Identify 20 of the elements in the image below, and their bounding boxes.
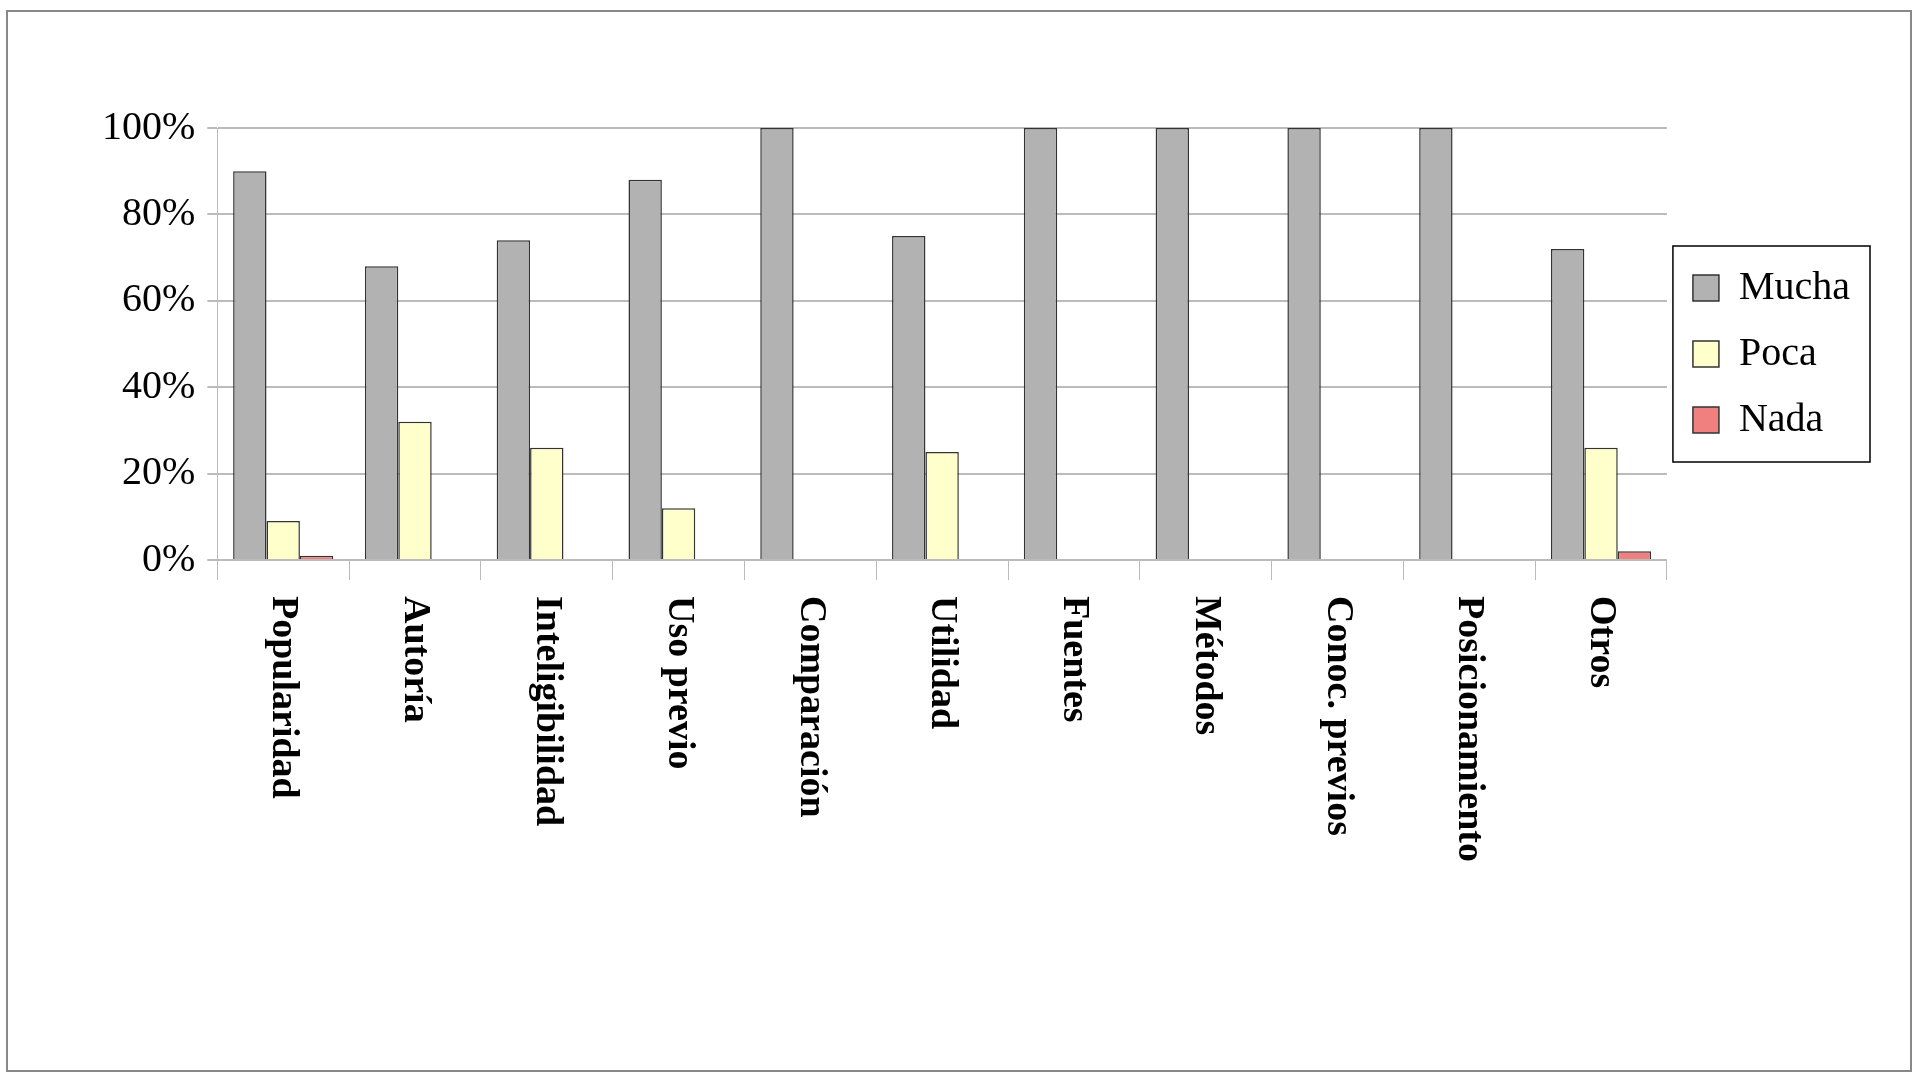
- x-tick-label: Inteligibilidad: [528, 596, 571, 827]
- y-tick-label: 40%: [121, 361, 196, 407]
- y-tick-label: 0%: [141, 534, 196, 580]
- x-tick-label: Fuentes: [1056, 596, 1099, 723]
- y-tick-label: 20%: [121, 448, 196, 494]
- x-tick-label: Métodos: [1187, 596, 1230, 736]
- x-tick-label: Popularidad: [265, 596, 308, 799]
- x-tick-label: Conoc. previos: [1319, 596, 1362, 836]
- y-tick-label: 80%: [121, 188, 196, 234]
- x-tick-label: Posicionamiento: [1451, 596, 1494, 862]
- x-tick-label: Comparación: [792, 596, 835, 818]
- x-tick-label: Uso previo: [660, 596, 703, 770]
- y-tick-label: 60%: [121, 275, 196, 321]
- x-tick-label: Otros: [1583, 596, 1626, 689]
- legend-label: Nada: [1738, 394, 1824, 440]
- y-tick-label: 100%: [101, 102, 196, 148]
- x-tick-label: Utilidad: [924, 596, 967, 730]
- x-tick-label: Autoría: [397, 596, 440, 723]
- legend-label: Poca: [1738, 328, 1817, 374]
- legend-label: Mucha: [1738, 262, 1851, 308]
